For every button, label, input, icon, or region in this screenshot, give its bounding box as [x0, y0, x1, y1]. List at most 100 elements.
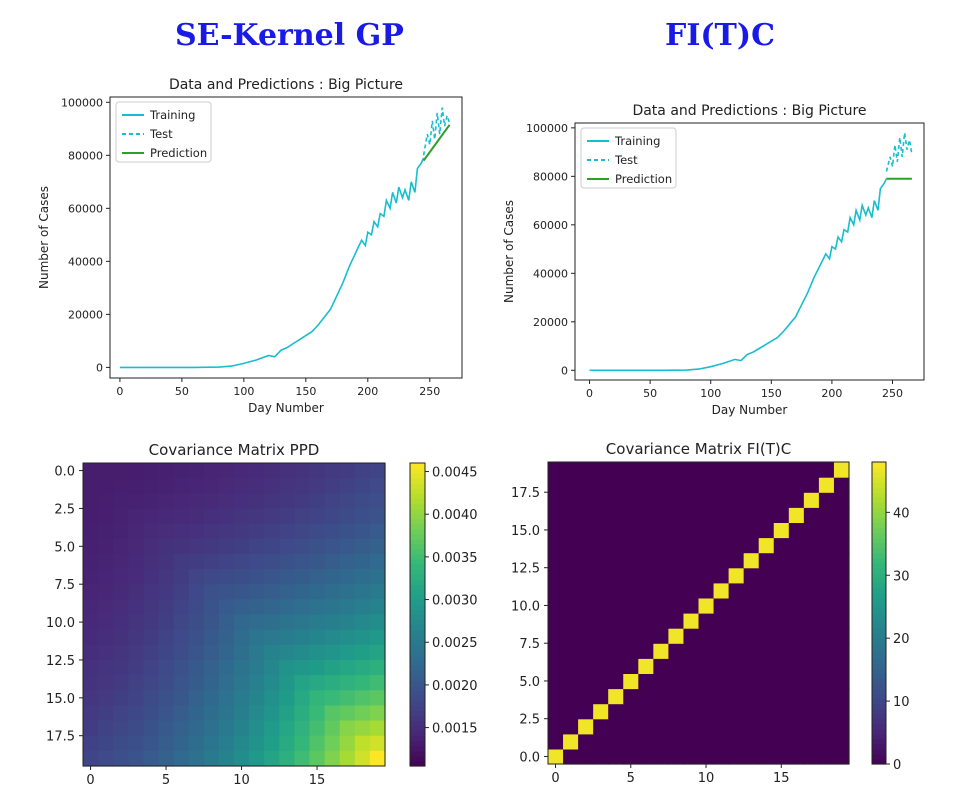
heatmap-cell [623, 522, 639, 539]
heatmap-cell [98, 478, 114, 494]
heatmap-cell [773, 582, 790, 599]
heatmap-cell [128, 478, 144, 494]
heatmap-cell [623, 673, 639, 690]
heatmap-cell [339, 569, 356, 585]
heatmap-cell [638, 673, 654, 690]
heatmap-cell [578, 658, 594, 674]
heatmap-cell [638, 643, 654, 659]
colorbar-tick-label: 0.0045 [432, 466, 478, 481]
plot-frame [82, 462, 386, 767]
heatmap-cell [203, 478, 220, 494]
heatmap-cell [128, 750, 144, 767]
heatmap-cell [758, 643, 775, 659]
heatmap-cell [234, 523, 250, 540]
colorbar-segment [410, 760, 425, 767]
colorbar-segment [410, 670, 425, 676]
colorbar-segment [872, 723, 886, 730]
colorbar-segment [410, 730, 425, 737]
heatmap-cell [294, 705, 311, 722]
heatmap-cell [743, 462, 760, 478]
colorbar-tick-label: 0.0030 [432, 594, 478, 609]
heatmap-cell [234, 629, 250, 646]
heatmap-cell [188, 538, 205, 555]
heatmap-cell [294, 553, 311, 570]
heatmap-cell [668, 628, 685, 644]
heatmap-cell [668, 733, 685, 750]
y-tick-label: 17.5 [46, 730, 75, 745]
colorbar-segment [410, 558, 425, 565]
heatmap-cell [264, 675, 280, 691]
heatmap-cell [563, 628, 579, 644]
x-tick-label: 250 [882, 387, 903, 400]
heatmap-cell [249, 735, 265, 752]
heatmap-cell [728, 673, 745, 690]
heatmap-cell [309, 478, 326, 494]
heatmap-cell [339, 523, 356, 540]
colorbar-segment [410, 589, 425, 595]
heatmap-cell [249, 584, 265, 600]
heatmap-cell [548, 507, 564, 523]
heatmap-cell [339, 478, 356, 494]
series-line-prediction [422, 124, 451, 162]
heatmap-cell [309, 750, 326, 767]
heatmap-cell [683, 733, 700, 750]
heatmap-cell [563, 477, 579, 493]
heatmap-cell [98, 463, 114, 479]
heatmap-cell [218, 750, 235, 767]
heatmap-cell [218, 675, 235, 691]
heatmap-cell [638, 688, 654, 705]
heatmap-cell [143, 750, 160, 767]
heatmap-cell [324, 538, 341, 555]
heatmap-cell [698, 733, 715, 750]
heatmap-cell [369, 720, 386, 737]
heatmap-cell [158, 629, 175, 646]
heatmap-cell [563, 688, 579, 705]
heatmap-cell [578, 552, 594, 569]
heatmap-cell [548, 688, 564, 705]
heatmap-cell [623, 613, 639, 629]
heatmap-cell [173, 538, 190, 555]
legend-label: Test [149, 127, 173, 141]
heatmap-cell [354, 599, 371, 616]
heatmap-cell [113, 705, 129, 722]
colorbar-segment [410, 518, 425, 525]
heatmap-cell [728, 567, 745, 584]
heatmap-cell [249, 705, 265, 722]
heatmap-cell [728, 522, 745, 539]
heatmap-cell [158, 735, 175, 752]
heatmap-cell [653, 748, 669, 765]
legend: Training Test Prediction [115, 101, 212, 163]
heatmap-cell [83, 569, 99, 585]
colorbar: 0.0015 0.0020 0.0025 0.0030 0.0035 0.0040 0.00… [409, 462, 478, 767]
heatmap-cell [623, 582, 639, 599]
heatmap-cell [294, 599, 311, 616]
heatmap-cell [113, 523, 129, 540]
heatmap-cell [548, 477, 564, 493]
colorbar-segment [872, 557, 886, 564]
heatmap-cell [758, 462, 775, 478]
heatmap-cell [324, 720, 341, 737]
y-tick-label: 40000 [68, 255, 103, 268]
heatmap-cell [728, 628, 745, 644]
heatmap-cell [279, 538, 295, 555]
colorbar-segment [410, 634, 425, 641]
colorbar-segment [410, 649, 425, 656]
heatmap-cell [623, 552, 639, 569]
heatmap-cell [623, 462, 639, 478]
heatmap-cell [593, 703, 609, 720]
heatmap-cell [563, 537, 579, 554]
heatmap-cell [833, 733, 850, 750]
heatmap-cell [833, 477, 850, 493]
heatmap-cell [578, 567, 594, 584]
heatmap-cell [638, 658, 654, 674]
colorbar-tick-label: 0.0015 [432, 722, 478, 737]
heatmap-cell [188, 690, 205, 706]
heatmap-cell [264, 463, 280, 479]
heatmap-cell [653, 462, 669, 478]
heatmap-cell [788, 462, 805, 478]
heatmap-cell [218, 599, 235, 616]
heatmap-cell [203, 690, 220, 706]
heatmap-cell [369, 508, 386, 525]
heatmap-cell [218, 538, 235, 555]
heatmap-cell [324, 614, 341, 631]
